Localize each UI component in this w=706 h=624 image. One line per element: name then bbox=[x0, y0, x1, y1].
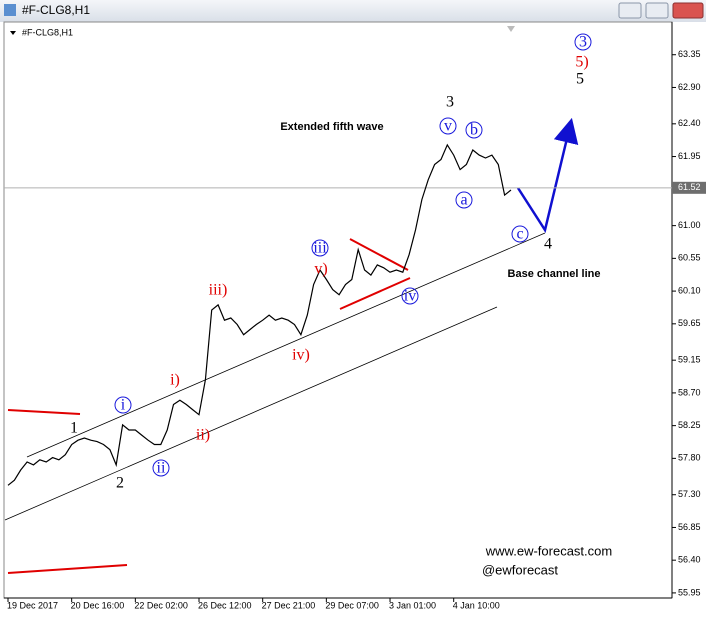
red-line bbox=[7, 409, 81, 415]
wave-label: 1 bbox=[70, 420, 78, 437]
wave-label: a bbox=[460, 192, 467, 209]
wave-label: v bbox=[444, 118, 452, 135]
y-tick-label: 59.65 bbox=[678, 318, 701, 328]
wave-circle bbox=[574, 33, 592, 51]
title-bar bbox=[0, 0, 706, 22]
y-tick-label: 60.10 bbox=[678, 285, 701, 295]
wave-label: 3 bbox=[579, 34, 587, 51]
x-tick-label: 20 Dec 16:00 bbox=[71, 600, 125, 610]
y-tick-label: 58.70 bbox=[678, 387, 701, 397]
x-tick-label: 3 Jan 01:00 bbox=[389, 600, 436, 610]
x-tick-label: 19 Dec 2017 bbox=[7, 600, 58, 610]
wave-label: iv) bbox=[292, 347, 310, 364]
last-price-box bbox=[672, 181, 706, 194]
symbol-triangle bbox=[10, 31, 16, 35]
y-tick-label: 56.40 bbox=[678, 555, 701, 565]
y-tick-label: 59.15 bbox=[678, 355, 701, 365]
x-tick-label: 29 Dec 07:00 bbox=[325, 600, 379, 610]
plot-area bbox=[3, 21, 673, 599]
wave-label: i bbox=[121, 397, 126, 414]
wave-circle bbox=[465, 121, 483, 139]
wave-label: b bbox=[470, 122, 478, 139]
projection-arrow bbox=[516, 117, 579, 234]
y-tick-label: 55.95 bbox=[678, 587, 701, 597]
symbol-label: #F-CLG8,H1 bbox=[22, 27, 73, 37]
watermark: @ewforecast bbox=[482, 562, 558, 577]
wave-label: 5 bbox=[576, 71, 584, 88]
y-tick-label: 60.55 bbox=[678, 253, 701, 263]
wave-circle bbox=[511, 225, 529, 243]
triangle-line bbox=[349, 238, 409, 271]
minimize-button[interactable] bbox=[618, 2, 642, 19]
shift-marker bbox=[507, 26, 515, 32]
wave-label: 5) bbox=[575, 54, 588, 71]
y-tick-label: 57.30 bbox=[678, 489, 701, 499]
wave-circle bbox=[401, 287, 419, 305]
app-icon bbox=[4, 4, 16, 16]
wave-label: 2 bbox=[116, 475, 124, 492]
wave-label: ii) bbox=[196, 427, 210, 444]
channel-line bbox=[4, 306, 498, 521]
wave-label: 3 bbox=[446, 94, 454, 111]
wave-circle bbox=[439, 117, 457, 135]
wave-circle bbox=[152, 459, 170, 477]
note: Extended fifth wave bbox=[280, 121, 383, 133]
y-tick-label: 61.95 bbox=[678, 151, 701, 161]
y-tick-label: 62.90 bbox=[678, 82, 701, 92]
wave-circle bbox=[311, 239, 329, 257]
watermark: www.ew-forecast.com bbox=[485, 543, 612, 558]
x-tick-label: 27 Dec 21:00 bbox=[262, 600, 316, 610]
channel-line bbox=[26, 232, 546, 458]
y-tick-label: 58.25 bbox=[678, 420, 701, 430]
wave-label: c bbox=[516, 226, 523, 243]
wave-label: iii) bbox=[209, 282, 228, 299]
maximize-button[interactable] bbox=[645, 2, 669, 19]
x-tick-label: 22 Dec 02:00 bbox=[134, 600, 188, 610]
close-button[interactable] bbox=[672, 2, 704, 19]
wave-label: iii bbox=[313, 240, 327, 257]
last-price-label: 61.52 bbox=[678, 182, 701, 192]
red-line bbox=[7, 564, 128, 574]
wave-label: v) bbox=[314, 261, 327, 278]
wave-label: 4 bbox=[544, 236, 552, 253]
note: Base channel line bbox=[508, 268, 601, 280]
price-line bbox=[7, 143, 512, 486]
y-tick-label: 61.00 bbox=[678, 220, 701, 230]
window-title: #F-CLG8,H1 bbox=[22, 3, 90, 17]
y-tick-label: 57.80 bbox=[678, 453, 701, 463]
wave-label: iv bbox=[404, 288, 416, 305]
y-tick-label: 62.40 bbox=[678, 118, 701, 128]
x-tick-label: 4 Jan 10:00 bbox=[453, 600, 500, 610]
y-tick-label: 63.35 bbox=[678, 49, 701, 59]
x-tick-label: 26 Dec 12:00 bbox=[198, 600, 252, 610]
wave-circle bbox=[455, 191, 473, 209]
wave-label: ii bbox=[157, 460, 166, 477]
triangle-line bbox=[339, 277, 411, 310]
y-tick-label: 56.85 bbox=[678, 522, 701, 532]
wave-circle bbox=[114, 396, 132, 414]
wave-label: i) bbox=[170, 372, 180, 389]
